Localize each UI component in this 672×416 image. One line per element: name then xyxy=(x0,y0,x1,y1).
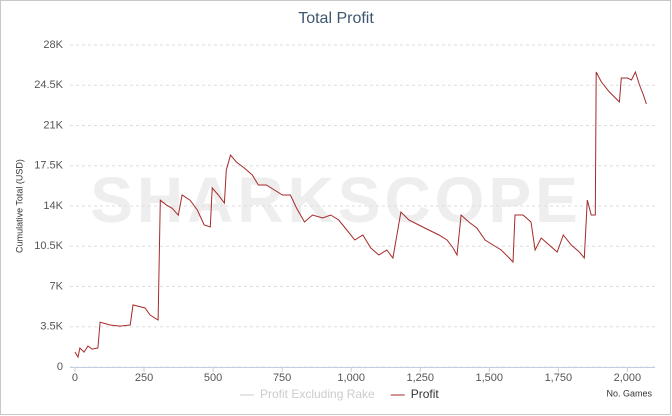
x-tick-label: 1,000 xyxy=(337,372,365,384)
y-tick-label: 24.5K xyxy=(34,79,63,91)
x-tick-label: 1,250 xyxy=(406,372,434,384)
x-tick-label: 1,750 xyxy=(545,372,573,384)
x-tick-label: 500 xyxy=(204,372,222,384)
chart-title: Total Profit xyxy=(298,10,374,27)
x-tick-label: 750 xyxy=(273,372,291,384)
profit-line xyxy=(74,70,647,359)
y-tick-label: 3.5K xyxy=(40,321,63,333)
x-tick-label: 1,500 xyxy=(476,372,504,384)
x-tick-label: 250 xyxy=(135,372,153,384)
y-axis-label: Cumulative Total (USD) xyxy=(14,159,24,253)
legend-label: Profit xyxy=(411,387,440,401)
y-tick-label: 17.5K xyxy=(34,160,63,172)
x-tick-label: 2,000 xyxy=(614,372,642,384)
y-tick-label: 21K xyxy=(43,119,63,131)
watermark: SHARKSCOPE xyxy=(90,164,582,236)
y-tick-label: 10.5K xyxy=(34,240,63,252)
y-tick-label: 7K xyxy=(50,280,64,292)
y-tick-label: 14K xyxy=(43,200,63,212)
y-tick-label: 0 xyxy=(57,361,63,373)
x-axis-label: No. Games xyxy=(606,388,652,398)
legend-label: Profit Excluding Rake xyxy=(260,387,375,401)
x-tick-label: 0 xyxy=(72,372,78,384)
y-tick-label: 28K xyxy=(43,39,63,51)
